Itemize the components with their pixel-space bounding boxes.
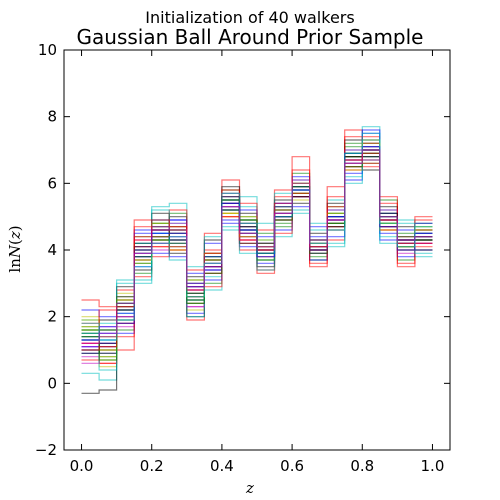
x-tick-label: 1.0 <box>421 457 445 475</box>
y-tick-label: 2 <box>47 308 57 326</box>
y-tick-label: 6 <box>47 174 57 192</box>
x-tick-label: 0.6 <box>280 457 304 475</box>
x-tick-label: 0.8 <box>350 457 374 475</box>
x-tick-label: 0.2 <box>140 457 164 475</box>
x-axis-label: z <box>246 479 254 497</box>
x-tick-label: 0.4 <box>210 457 234 475</box>
y-tick-label: −2 <box>35 441 57 459</box>
series-line-31 <box>81 136 433 344</box>
series-line-35 <box>81 156 433 354</box>
y-tick-label: 0 <box>47 374 57 392</box>
y-tick-label: 10 <box>38 41 57 59</box>
series-line-32 <box>81 132 433 371</box>
series-line-40 <box>81 149 433 344</box>
series-line-36 <box>81 146 433 341</box>
y-tick-label: 4 <box>47 241 57 259</box>
chart-title: Gaussian Ball Around Prior Sample <box>76 25 424 49</box>
chart-suptitle: Initialization of 40 walkers <box>145 8 355 27</box>
x-tick-label: 0.0 <box>70 457 94 475</box>
y-tick-label: 8 <box>47 108 57 126</box>
